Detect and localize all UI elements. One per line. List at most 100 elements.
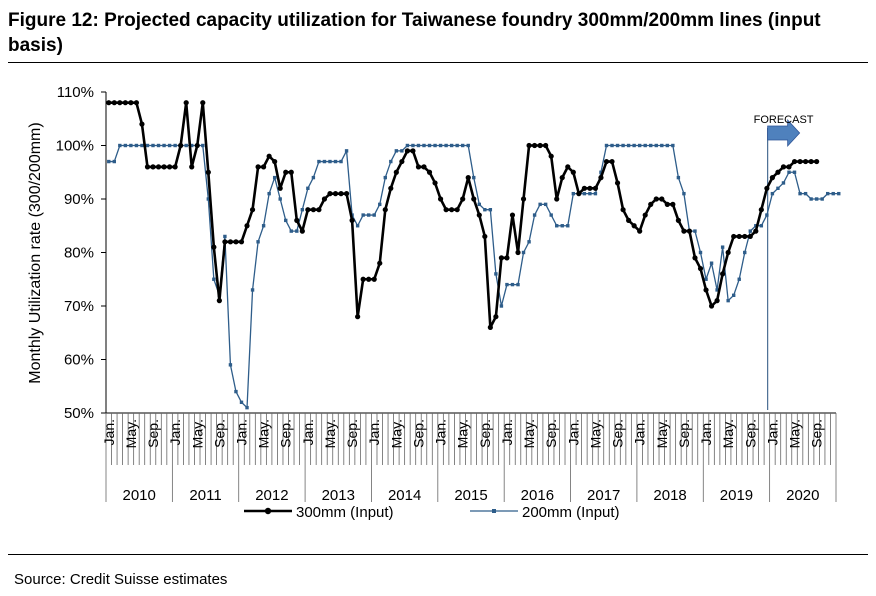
series-300mm-point [233,239,239,245]
series-300mm-point [565,164,571,170]
series-200mm-point [416,143,421,148]
series-200mm-point [328,159,332,164]
series-300mm-point [172,164,178,170]
series-300mm-point [487,324,493,330]
series-300mm-point [183,100,189,106]
forecast-label: FORECAST [754,114,814,126]
y-tick-label: 100% [56,138,94,155]
legend-300mm-label: 300mm (Input) [296,504,394,521]
series-200mm-point [505,282,509,287]
series-300mm-point [471,196,477,202]
legend-300mm-marker [264,507,272,515]
series-300mm-point [360,276,366,282]
series-200mm-point [306,186,310,190]
series-300mm-point [626,217,632,223]
series-300mm-point [272,158,278,165]
series-300mm-point [299,228,305,234]
series-300mm-point [238,239,245,245]
series-200mm-point [118,143,122,148]
series-200mm-point [228,363,233,367]
series-200mm-point [261,224,266,228]
series-200mm-point [549,213,553,217]
series-300mm-point [216,298,222,304]
series-300mm-point [681,228,687,234]
series-300mm-point [122,100,128,106]
y-axis: 50% 60% 70% 80% 90% 100% 110% [56,84,107,422]
series-200mm-point [626,143,631,148]
series-200mm-point [776,186,780,190]
series-200mm-point [284,218,288,223]
series-200mm-point [560,224,564,228]
series-300mm-point [305,207,311,213]
series-200mm-point [499,304,504,308]
series-300mm-point [493,314,499,320]
year-label: 2014 [388,487,421,504]
series-200mm-point [676,175,681,180]
series-300mm-point [205,169,211,175]
series-300mm-point [194,142,200,149]
series-300mm-point [178,142,184,149]
series-300mm-point [133,100,140,106]
series-200mm-point [433,143,437,148]
series-200mm-point [129,143,133,148]
legend-200mm-marker [492,509,496,513]
series-200mm-point [466,143,470,148]
series-300mm-point [377,260,383,266]
series-200mm-point [593,191,598,196]
series-300mm-point [531,142,538,149]
legend-200mm-label: 200mm (Input) [522,504,620,521]
series-200mm-point [527,240,531,244]
series-200mm-point [134,143,139,148]
series-300mm-point [775,169,781,175]
series-200mm-point [698,250,703,255]
series-200mm-point [610,143,614,148]
series-200mm-point [333,159,338,164]
series-200mm-point [151,143,155,148]
series-200mm-point [212,277,216,281]
series-200mm-point [300,208,305,212]
year-label: 2012 [255,487,288,504]
series-200mm-point [389,159,393,164]
series-200mm-point [311,175,316,180]
series-300mm-point [581,185,587,191]
series-200mm-point [449,143,454,148]
series-200mm-point [123,143,128,148]
series-200mm-point [510,282,515,287]
series-300mm-point [144,164,151,170]
series-300mm-point [261,164,267,170]
series-200mm-point [272,175,277,180]
year-label: 2011 [189,487,221,504]
series-200mm-point [632,143,636,148]
year-label: 2017 [587,487,620,504]
series-200mm-point [588,191,592,196]
year-label: 2015 [454,487,487,504]
series-200mm-point [543,202,548,207]
series-300mm-point [399,158,405,165]
series-200mm-point [715,288,719,292]
series-300mm-point [277,185,283,191]
series-300mm-point [526,142,532,149]
series-300mm-point [725,249,731,256]
series-300mm-point [454,207,460,213]
forecast-marker: FORECAST [754,114,814,410]
series-300mm-point [288,169,294,175]
series-300mm-point [476,212,482,218]
series-300mm-point [283,169,289,175]
series-200mm-point [223,234,227,239]
series-200mm-point [643,143,647,148]
series-300mm-point [432,180,438,186]
series-300mm-point [520,196,527,202]
series-200mm-point [206,197,211,201]
series-300mm-point [255,164,261,170]
series-200mm-point [615,143,620,148]
month-label: Jan. [300,419,316,445]
series-300mm-point [421,164,427,170]
utilization-line-chart: 50%60%70%80%90%100%110% Jan. May. Sep. Jan.… [27,84,841,521]
series-300mm-point [603,158,610,165]
series-200mm-point [604,143,609,148]
series-300mm-point [742,233,748,240]
series-200mm-point [831,191,835,196]
series-lines [106,100,841,410]
series-200mm-point [665,143,670,148]
series-300mm-point [111,100,117,106]
